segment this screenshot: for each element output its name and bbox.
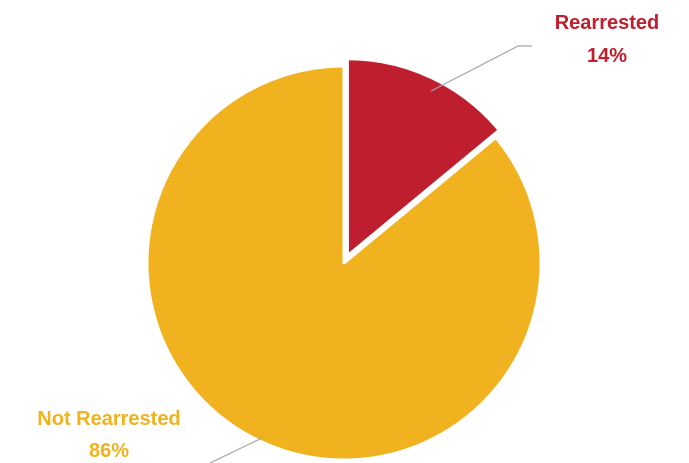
leader-lines: [209, 45, 532, 463]
leader-line-not-rearrested: [209, 437, 263, 463]
pie-slices: [145, 57, 543, 462]
not-rearrested-percent: 86%: [89, 440, 129, 462]
pie-slice-not-rearrested: [145, 64, 543, 462]
rearrested-label: Rearrested: [555, 12, 660, 34]
rearrested-percent: 14%: [587, 45, 627, 67]
pie-slice-rearrested: [345, 57, 501, 258]
not-rearrested-label: Not Rearrested: [37, 408, 180, 430]
leader-line-rearrested: [430, 45, 532, 92]
